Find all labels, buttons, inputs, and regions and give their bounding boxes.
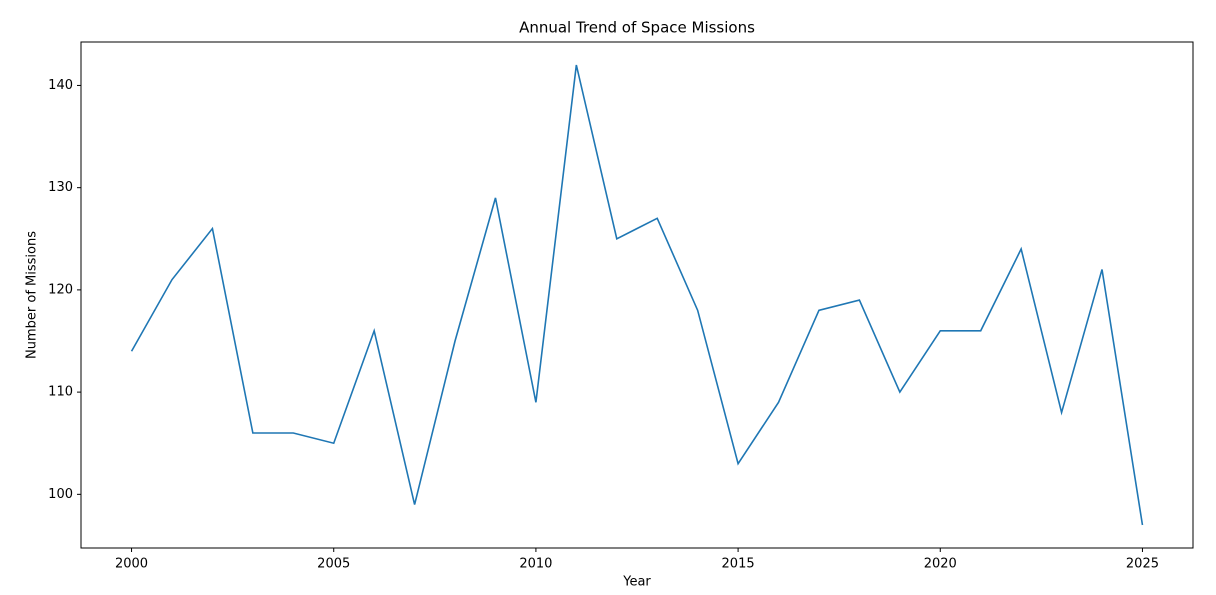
y-tick-label: 130 bbox=[48, 180, 73, 195]
x-tick-label: 2010 bbox=[519, 557, 552, 572]
x-tick-label: 2005 bbox=[317, 557, 350, 572]
x-tick-label: 2015 bbox=[722, 557, 755, 572]
y-axis-label: Number of Missions bbox=[25, 231, 40, 359]
y-tick-label: 110 bbox=[48, 385, 73, 400]
line-series bbox=[130, 64, 1144, 526]
y-tick-label: 120 bbox=[48, 282, 73, 297]
x-tick-label: 2000 bbox=[115, 557, 148, 572]
x-tick-label: 2025 bbox=[1126, 557, 1159, 572]
x-axis-label: Year bbox=[622, 575, 651, 590]
plot-frame bbox=[80, 41, 1194, 549]
y-tick-label: 140 bbox=[48, 78, 73, 93]
y-tick-label: 100 bbox=[48, 487, 73, 502]
chart-title: Annual Trend of Space Missions bbox=[519, 19, 755, 37]
x-tick-label: 2020 bbox=[924, 557, 957, 572]
